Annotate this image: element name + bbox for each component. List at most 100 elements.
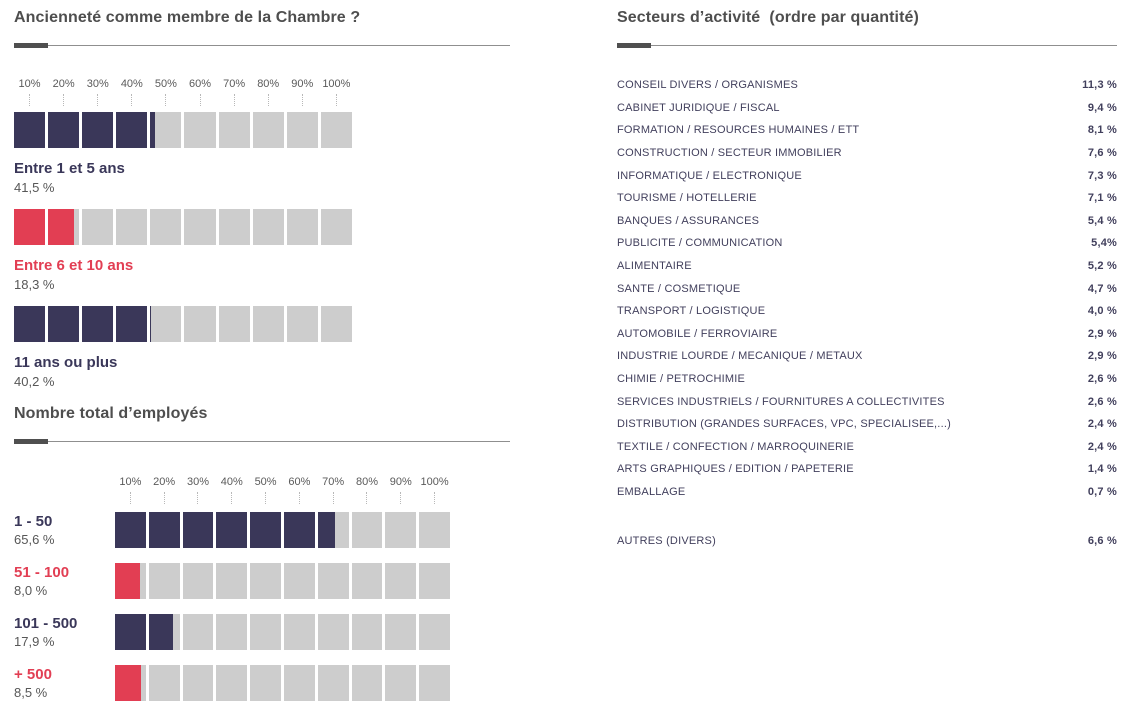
sector-row: FORMATION / RESOURCES HUMAINES / ETT 8,1 … bbox=[617, 119, 1117, 142]
bar-segment bbox=[116, 112, 148, 148]
seniority-chart-title: Ancienneté comme membre de la Chambre ? bbox=[14, 9, 361, 26]
axis-tick-mark bbox=[335, 94, 337, 106]
axis-tick-mark bbox=[199, 94, 201, 106]
sector-label: AUTOMOBILE / FERROVIAIRE bbox=[617, 327, 778, 340]
axis-tick-mark bbox=[265, 492, 267, 504]
section-divider bbox=[14, 43, 510, 48]
bar-segment bbox=[182, 614, 214, 650]
sector-value: 7,6 % bbox=[1087, 147, 1117, 160]
bar-value-label: 65,6 % bbox=[14, 532, 55, 547]
bar-segment bbox=[184, 306, 216, 342]
bar-value-label: 41,5 % bbox=[14, 180, 55, 195]
sector-label: SERVICES INDUSTRIELS / FOURNITURES A COL… bbox=[617, 395, 945, 408]
bar-segment bbox=[252, 306, 284, 342]
segmented-bar bbox=[14, 112, 352, 148]
axis-tick-label: 10% bbox=[119, 476, 142, 488]
bar-category-label: + 500 bbox=[14, 666, 52, 683]
sector-value: 4,7 % bbox=[1087, 282, 1117, 295]
bar-segment bbox=[283, 665, 315, 701]
bar-value-label: 18,3 % bbox=[14, 277, 55, 292]
axis-tick-label: 70% bbox=[223, 78, 246, 90]
bar-box bbox=[115, 563, 450, 599]
axis-tick-cell: 50% bbox=[150, 78, 181, 106]
bar-segment bbox=[182, 665, 214, 701]
sector-label: TRANSPORT / LOGISTIQUE bbox=[617, 305, 766, 318]
bar-segment bbox=[218, 209, 250, 245]
axis-tick-mark bbox=[97, 94, 99, 106]
axis-tick-mark bbox=[434, 492, 436, 504]
axis-tick-mark bbox=[231, 492, 233, 504]
sector-value: 2,6 % bbox=[1087, 373, 1117, 386]
sector-label: EMBALLAGE bbox=[617, 485, 686, 498]
segmented-bar bbox=[115, 614, 450, 650]
employees-bars: 1 - 50 65,6 % 51 - 100 8,0 % 101 - 500 17,9 %… bbox=[14, 512, 510, 701]
sector-value: 2,4 % bbox=[1087, 418, 1117, 431]
axis-tick-label: 60% bbox=[189, 78, 212, 90]
segmented-bar bbox=[115, 665, 450, 701]
axis-tick-label: 100% bbox=[322, 78, 351, 90]
sector-row-autres: AUTRES (DIVERS) 6,6 % bbox=[617, 529, 1117, 552]
axis-tick-label: 20% bbox=[153, 476, 176, 488]
sector-value: 5,4 % bbox=[1087, 214, 1117, 227]
sector-row: SERVICES INDUSTRIELS / FOURNITURES A COL… bbox=[617, 390, 1117, 413]
seniority-row: 11 ans ou plus 40,2 % bbox=[14, 306, 352, 389]
bar-category-label: 101 - 500 bbox=[14, 615, 78, 632]
axis-tick-mark bbox=[267, 94, 269, 106]
sectors-section: Secteurs d’activité (ordre par quantité)… bbox=[617, 7, 1117, 552]
bar-value-label: 17,9 % bbox=[14, 634, 55, 649]
bar-category-label: 1 - 50 bbox=[14, 513, 53, 530]
axis-tick-cell: 40% bbox=[216, 476, 247, 504]
axis-tick-label: 10% bbox=[18, 78, 41, 90]
sector-label: TEXTILE / CONFECTION / MARROQUINERIE bbox=[617, 440, 854, 453]
bar-label-box: + 500 8,5 % bbox=[14, 666, 115, 700]
sector-value: 11,3 % bbox=[1082, 79, 1117, 92]
bar-segment bbox=[115, 563, 146, 599]
sector-row: TRANSPORT / LOGISTIQUE 4,0 % bbox=[617, 300, 1117, 323]
sector-value: 7,3 % bbox=[1087, 169, 1117, 182]
axis-tick-cell: 80% bbox=[352, 476, 383, 504]
bar-segment bbox=[184, 209, 216, 245]
axis-tick-mark bbox=[129, 492, 131, 504]
axis-tick-cell: 50% bbox=[250, 476, 281, 504]
bar-fill bbox=[48, 112, 80, 148]
section-divider bbox=[14, 439, 510, 444]
bar-value-label: 40,2 % bbox=[14, 374, 55, 389]
axis-tick-cell: 70% bbox=[318, 476, 349, 504]
bar-segment bbox=[216, 512, 248, 548]
employees-row: 101 - 500 17,9 % bbox=[14, 614, 510, 650]
seniority-bars: Entre 1 et 5 ans 41,5 % Entre 6 et 10 ans 1… bbox=[14, 112, 352, 389]
sector-row: PUBLICITE / COMMUNICATION 5,4% bbox=[617, 232, 1117, 255]
bar-segment bbox=[351, 665, 383, 701]
segmented-bar bbox=[115, 563, 450, 599]
bar-segment bbox=[115, 614, 146, 650]
bar-category-label: Entre 6 et 10 ans bbox=[14, 257, 134, 274]
sector-row: INFORMATIQUE / ELECTRONIQUE 7,3 % bbox=[617, 164, 1117, 187]
bar-segment bbox=[320, 112, 352, 148]
sector-value: 7,1 % bbox=[1087, 192, 1117, 205]
bar-segment bbox=[182, 563, 214, 599]
bar-segment bbox=[286, 112, 318, 148]
sector-row: EMBALLAGE 0,7 % bbox=[617, 481, 1117, 504]
axis-tick-mark bbox=[197, 492, 199, 504]
axis-tick-mark bbox=[131, 94, 133, 106]
bar-segment bbox=[115, 665, 146, 701]
percent-axis: 10% 20% 30% 40% 50% 60% 70% 80% 90% 100% bbox=[115, 476, 450, 504]
bar-fill bbox=[82, 306, 114, 342]
sector-value: 5,4% bbox=[1091, 237, 1117, 250]
bar-segment bbox=[148, 563, 180, 599]
sector-row: TEXTILE / CONFECTION / MARROQUINERIE 2,4 … bbox=[617, 436, 1117, 459]
bar-fill bbox=[14, 112, 46, 148]
sector-value: 4,0 % bbox=[1087, 305, 1117, 318]
bar-segment bbox=[250, 665, 281, 701]
axis-tick-label: 40% bbox=[220, 476, 243, 488]
employees-row: 51 - 100 8,0 % bbox=[14, 563, 510, 599]
axis-tick-label: 40% bbox=[120, 78, 143, 90]
bar-segment bbox=[250, 563, 281, 599]
sector-label: AUTRES (DIVERS) bbox=[617, 534, 716, 547]
axis-tick-cell: 10% bbox=[14, 78, 45, 106]
sector-label: CABINET JURIDIQUE / FISCAL bbox=[617, 101, 780, 114]
sector-label: INFORMATIQUE / ELECTRONIQUE bbox=[617, 169, 802, 182]
right-column: Secteurs d’activité (ordre par quantité)… bbox=[617, 7, 1117, 552]
axis-tick-mark bbox=[233, 94, 235, 106]
employees-row: + 500 8,5 % bbox=[14, 665, 510, 701]
